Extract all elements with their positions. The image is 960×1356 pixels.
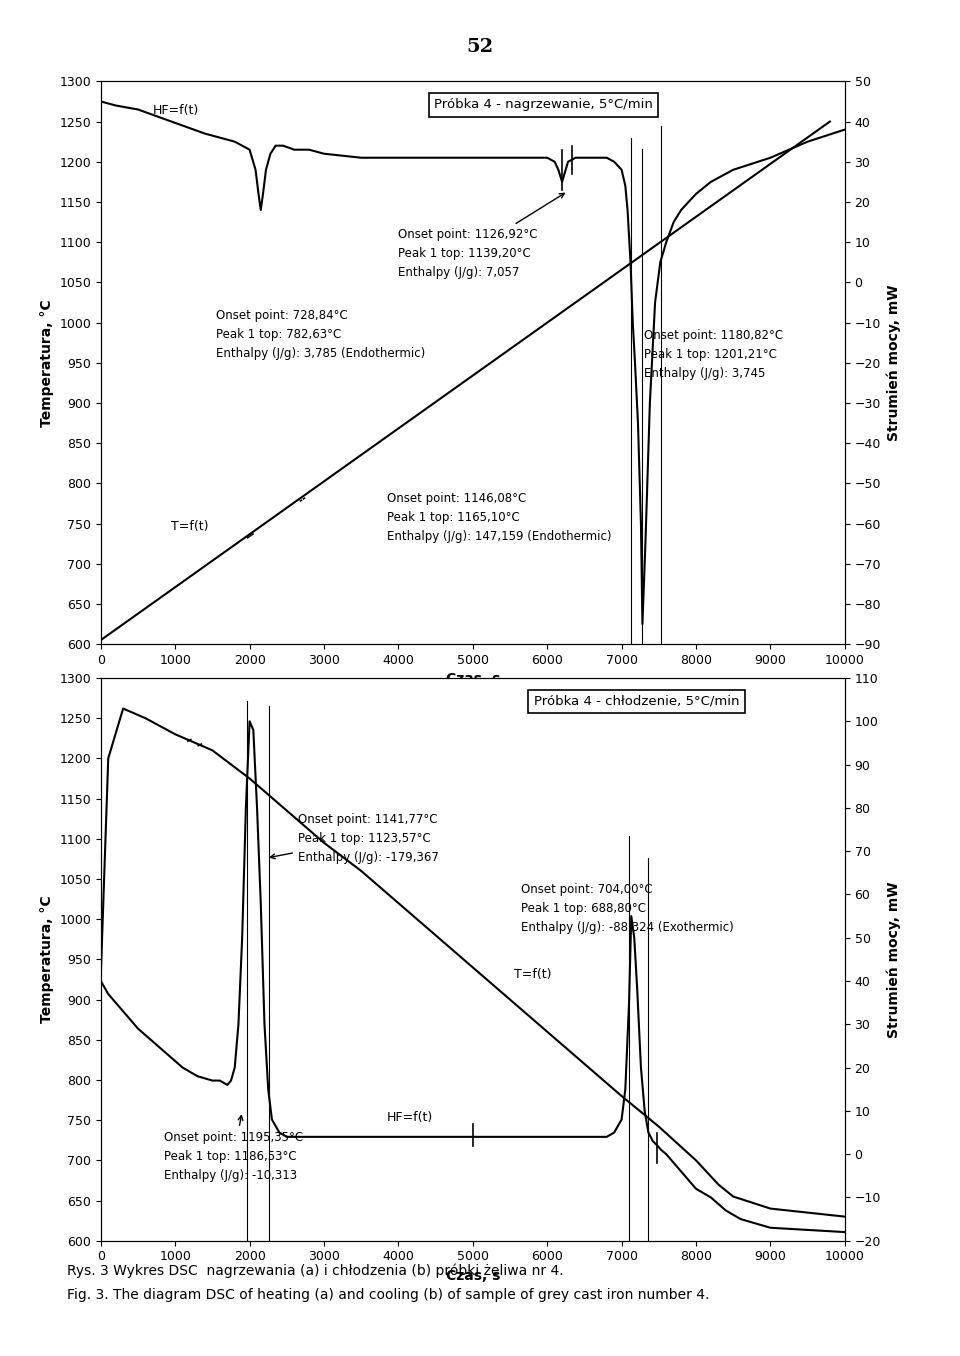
- Text: Onset point: 728,84°C
Peak 1 top: 782,63°C
Enthalpy (J/g): 3,785 (Endothermic): Onset point: 728,84°C Peak 1 top: 782,63…: [216, 309, 425, 361]
- X-axis label: Czas, s: Czas, s: [445, 673, 500, 686]
- Text: Onset point: 1180,82°C
Peak 1 top: 1201,21°C
Enthalpy (J/g): 3,745: Onset point: 1180,82°C Peak 1 top: 1201,…: [644, 330, 783, 380]
- Text: Onset point: 1126,92°C
Peak 1 top: 1139,20°C
Enthalpy (J/g): 7,057: Onset point: 1126,92°C Peak 1 top: 1139,…: [398, 194, 564, 279]
- Text: Rys. 3 Wykres DSC  nagrzewania (a) i chłodzenia (b) próbki żeliwa nr 4.: Rys. 3 Wykres DSC nagrzewania (a) i chło…: [67, 1264, 564, 1279]
- Text: Próbka 4 - nagrzewanie, 5°C/min: Próbka 4 - nagrzewanie, 5°C/min: [434, 98, 653, 111]
- Text: Onset point: 1141,77°C
Peak 1 top: 1123,57°C
Enthalpy (J/g): -179,367: Onset point: 1141,77°C Peak 1 top: 1123,…: [270, 814, 439, 864]
- Text: HF=f(t): HF=f(t): [387, 1112, 434, 1124]
- Y-axis label: Temperatura, °C: Temperatura, °C: [39, 298, 54, 427]
- Text: HF=f(t): HF=f(t): [153, 104, 199, 117]
- Text: Próbka 4 - chłodzenie, 5°C/min: Próbka 4 - chłodzenie, 5°C/min: [534, 694, 739, 708]
- Y-axis label: Temperatura, °C: Temperatura, °C: [39, 895, 54, 1024]
- Y-axis label: Strumień mocy, mW: Strumień mocy, mW: [887, 285, 901, 441]
- Text: 52: 52: [467, 38, 493, 56]
- Text: Onset point: 1195,35°C
Peak 1 top: 1186,53°C
Enthalpy (J/g): -10,313: Onset point: 1195,35°C Peak 1 top: 1186,…: [164, 1116, 303, 1182]
- Text: T=f(t): T=f(t): [514, 968, 551, 980]
- X-axis label: Czas, s: Czas, s: [445, 1269, 500, 1283]
- Text: Fig. 3. The diagram DSC of heating (a) and cooling (b) of sample of grey cast ir: Fig. 3. The diagram DSC of heating (a) a…: [67, 1288, 709, 1302]
- Y-axis label: Strumień mocy, mW: Strumień mocy, mW: [886, 881, 900, 1037]
- Text: Onset point: 1146,08°C
Peak 1 top: 1165,10°C
Enthalpy (J/g): 147,159 (Endothermi: Onset point: 1146,08°C Peak 1 top: 1165,…: [387, 492, 612, 544]
- Text: Onset point: 704,00°C
Peak 1 top: 688,80°C
Enthalpy (J/g): -88,324 (Exothermic): Onset point: 704,00°C Peak 1 top: 688,80…: [521, 883, 733, 934]
- Text: T=f(t): T=f(t): [172, 521, 209, 533]
